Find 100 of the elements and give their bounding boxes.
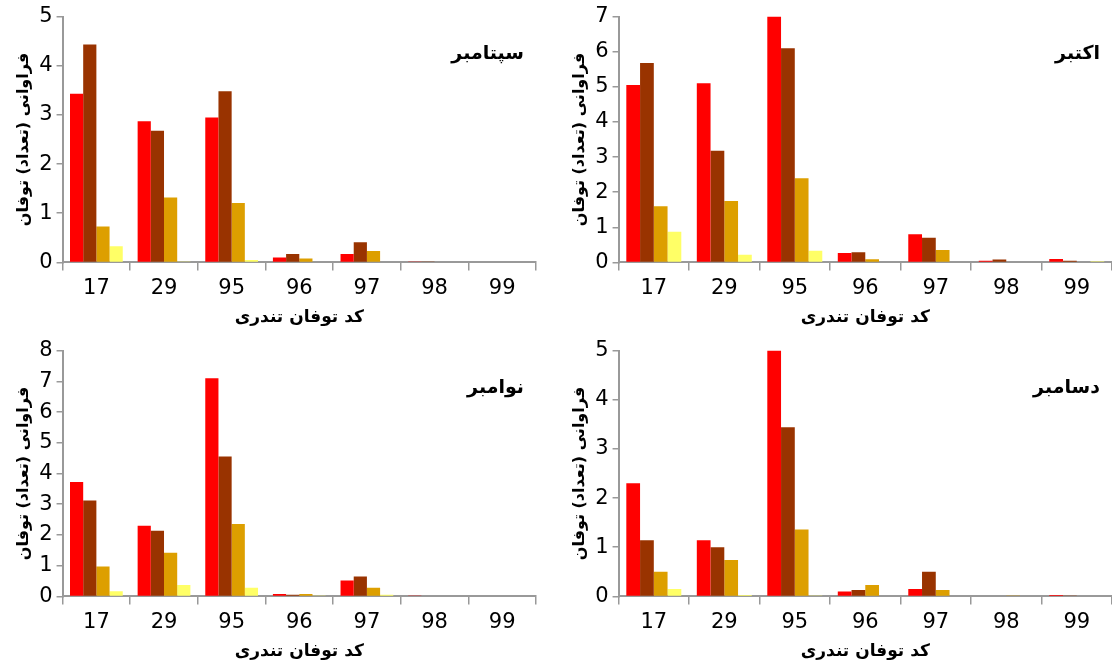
y-tick-label: 1 bbox=[595, 213, 609, 238]
y-tick-label: 0 bbox=[39, 582, 53, 607]
x-tick-label: 29 bbox=[710, 609, 738, 634]
bar bbox=[286, 254, 300, 262]
x-tick-label: 98 bbox=[421, 275, 448, 300]
bar bbox=[205, 378, 219, 596]
bar bbox=[667, 589, 682, 596]
bar bbox=[70, 93, 84, 262]
bar bbox=[653, 571, 668, 596]
bar bbox=[96, 566, 110, 596]
bar bbox=[340, 580, 354, 596]
bar bbox=[205, 117, 219, 262]
bar bbox=[218, 456, 232, 596]
bar bbox=[710, 547, 725, 596]
bar bbox=[922, 237, 936, 262]
bar bbox=[653, 206, 668, 262]
bar bbox=[366, 251, 381, 262]
x-tick-label: 29 bbox=[150, 275, 178, 300]
bar bbox=[626, 85, 641, 262]
x-tick-label: 17 bbox=[83, 609, 110, 634]
y-axis-title: فراوانی (تعداد) توفان bbox=[568, 52, 588, 227]
y-tick-label: 0 bbox=[595, 582, 609, 607]
bar bbox=[851, 252, 866, 262]
bar bbox=[272, 257, 287, 262]
x-tick-label: 99 bbox=[1063, 609, 1091, 634]
bar bbox=[935, 590, 950, 596]
x-tick-label: 98 bbox=[421, 609, 448, 634]
bar bbox=[865, 585, 880, 596]
bar bbox=[808, 250, 823, 262]
x-axis-title: کد توفان تندری bbox=[234, 306, 364, 328]
x-tick-label: 99 bbox=[1063, 275, 1091, 300]
bar bbox=[794, 178, 809, 262]
y-tick-label: 1 bbox=[39, 552, 53, 577]
y-tick-label: 8 bbox=[39, 337, 53, 362]
bar bbox=[353, 576, 367, 596]
x-tick-label: 97 bbox=[353, 609, 381, 634]
y-tick-label: 2 bbox=[39, 150, 53, 175]
y-tick-label: 6 bbox=[39, 398, 53, 423]
x-tick-label: 97 bbox=[922, 609, 950, 634]
bar bbox=[640, 62, 654, 262]
y-tick-label: 7 bbox=[595, 3, 609, 28]
x-tick-label: 29 bbox=[710, 275, 738, 300]
y-tick-label: 3 bbox=[39, 490, 53, 515]
text: دسامبر bbox=[1032, 375, 1101, 399]
y-tick-label: 1 bbox=[595, 533, 609, 558]
bar bbox=[781, 48, 795, 262]
y-tick-label: 4 bbox=[39, 459, 53, 484]
bar bbox=[366, 587, 381, 596]
y-tick-label: 0 bbox=[39, 248, 53, 273]
bar bbox=[70, 482, 84, 596]
x-tick-label: 97 bbox=[353, 275, 381, 300]
x-tick-label: 17 bbox=[640, 609, 668, 634]
bar bbox=[177, 585, 191, 596]
bar bbox=[696, 83, 711, 262]
bar bbox=[794, 529, 809, 596]
text: سپتامبر bbox=[450, 41, 524, 65]
x-axis-title: کد توفان تندری bbox=[800, 640, 930, 662]
y-tick-label: 6 bbox=[595, 38, 609, 63]
x-tick-label: 17 bbox=[83, 275, 110, 300]
bar bbox=[724, 200, 739, 262]
bar bbox=[164, 197, 178, 262]
bar bbox=[150, 130, 165, 262]
bar bbox=[640, 540, 654, 596]
y-axis-title: فراوانی (تعداد) توفان bbox=[12, 52, 32, 227]
x-tick-label: 96 bbox=[851, 275, 879, 300]
y-tick-label: 2 bbox=[595, 484, 609, 509]
bar bbox=[781, 427, 795, 596]
bar bbox=[299, 258, 313, 262]
y-tick-label: 3 bbox=[595, 143, 609, 168]
text: اکتبر bbox=[1054, 41, 1100, 65]
y-axis-title: فراوانی (تعداد) توفان bbox=[12, 386, 32, 561]
bar bbox=[922, 571, 936, 596]
y-tick-label: 0 bbox=[595, 248, 609, 273]
y-tick-label: 1 bbox=[39, 199, 53, 224]
bar bbox=[696, 540, 711, 596]
bar bbox=[935, 250, 950, 262]
bar bbox=[724, 560, 739, 596]
y-tick-label: 4 bbox=[595, 386, 609, 411]
x-tick-label: 95 bbox=[218, 275, 246, 300]
x-tick-label: 99 bbox=[488, 609, 516, 634]
x-tick-label: 17 bbox=[640, 275, 668, 300]
bar bbox=[231, 523, 245, 596]
x-tick-label: 95 bbox=[218, 609, 246, 634]
bar bbox=[109, 246, 123, 262]
y-tick-label: 5 bbox=[39, 3, 53, 28]
bar bbox=[218, 91, 232, 262]
bar bbox=[767, 16, 782, 262]
bar bbox=[626, 483, 641, 596]
bar bbox=[738, 254, 752, 262]
bar bbox=[767, 350, 782, 596]
bar bbox=[710, 150, 725, 262]
x-tick-label: 95 bbox=[781, 275, 809, 300]
y-tick-label: 2 bbox=[595, 178, 609, 203]
y-tick-label: 3 bbox=[595, 435, 609, 460]
y-tick-label: 2 bbox=[39, 521, 53, 546]
bar bbox=[83, 44, 97, 262]
bar bbox=[992, 259, 1007, 262]
x-tick-label: 98 bbox=[992, 275, 1020, 300]
x-tick-label: 97 bbox=[922, 275, 950, 300]
bar bbox=[137, 121, 151, 262]
